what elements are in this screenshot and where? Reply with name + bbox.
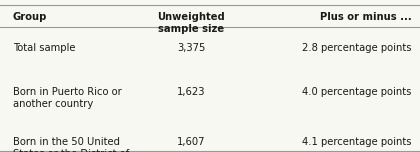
Text: 4.0 percentage points: 4.0 percentage points <box>302 87 412 97</box>
Text: 2.8 percentage points: 2.8 percentage points <box>302 43 412 53</box>
Text: Born in Puerto Rico or
another country: Born in Puerto Rico or another country <box>13 87 121 109</box>
Text: 1,607: 1,607 <box>177 137 205 147</box>
Text: Total sample: Total sample <box>13 43 75 53</box>
Text: 4.1 percentage points: 4.1 percentage points <box>302 137 412 147</box>
Text: Plus or minus ...: Plus or minus ... <box>320 12 412 22</box>
Text: 3,375: 3,375 <box>177 43 205 53</box>
Text: 1,623: 1,623 <box>177 87 205 97</box>
Text: Unweighted
sample size: Unweighted sample size <box>157 12 225 34</box>
Text: Group: Group <box>13 12 47 22</box>
Text: Born in the 50 United
States or the District of
Columbia: Born in the 50 United States or the Dist… <box>13 137 129 152</box>
